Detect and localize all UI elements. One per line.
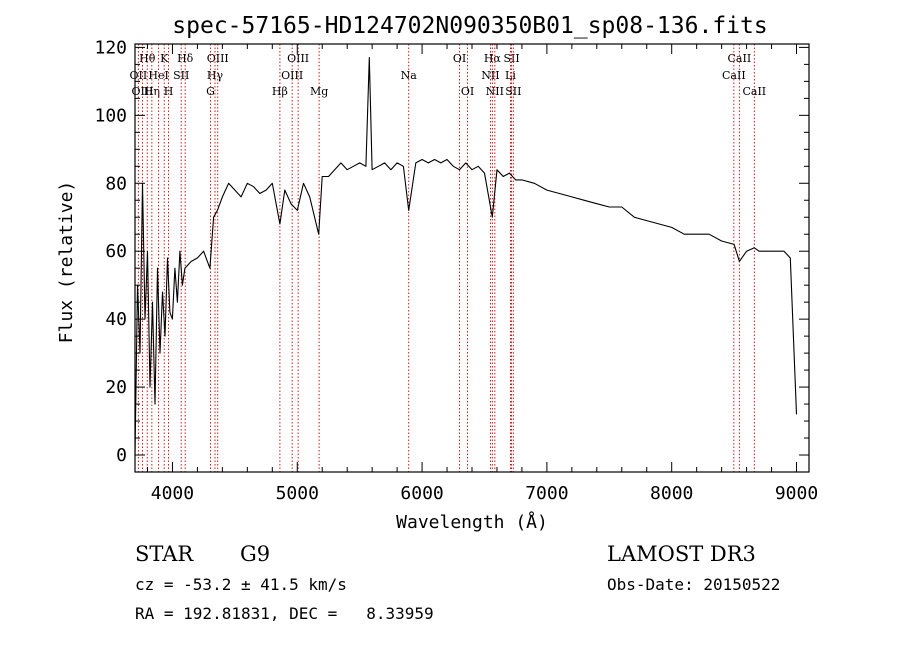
line-marker-label: OIII bbox=[207, 52, 229, 65]
line-marker-label: Hγ bbox=[207, 69, 224, 82]
line-marker-label: Hη bbox=[144, 85, 160, 98]
x-axis-title: Wavelength (Å) bbox=[396, 511, 548, 533]
survey-name: LAMOST DR3 bbox=[607, 542, 756, 566]
line-marker-label: Hδ bbox=[177, 52, 194, 65]
line-marker-label: H bbox=[164, 85, 174, 98]
line-marker-label: Li bbox=[505, 69, 516, 82]
line-marker-label: HeI bbox=[148, 69, 168, 82]
x-tick-label: 5000 bbox=[276, 483, 319, 504]
line-marker-label: Hβ bbox=[272, 85, 288, 98]
x-axis: 4000 5000 6000 7000 8000 9000 bbox=[146, 44, 818, 504]
line-marker-label: OIII bbox=[281, 69, 303, 82]
line-marker-label: OIII bbox=[131, 85, 153, 98]
line-marker-label: SII bbox=[173, 69, 189, 82]
line-marker-label: SII bbox=[503, 52, 519, 65]
line-marker-label: Mg bbox=[310, 85, 328, 98]
line-marker-label: CaII bbox=[728, 52, 752, 65]
obs-date-readout: Obs-Date: 20150522 bbox=[607, 575, 780, 594]
x-tick-label: 7000 bbox=[525, 483, 568, 504]
x-tick-label: 6000 bbox=[400, 483, 443, 504]
y-tick-label: 100 bbox=[94, 105, 127, 126]
line-marker-label: Hθ bbox=[139, 52, 156, 65]
line-marker-label: SII bbox=[505, 85, 521, 98]
redshift-readout: cz = -53.2 ± 41.5 km/s bbox=[135, 575, 347, 594]
line-marker-label: Hα bbox=[484, 52, 502, 65]
line-marker-label: OI bbox=[453, 52, 466, 65]
y-axis: 0 20 40 60 80 100 120 bbox=[94, 37, 809, 466]
line-marker-label: CaII bbox=[742, 85, 766, 98]
object-subclass: G9 bbox=[240, 542, 270, 566]
y-axis-title: Flux (relative) bbox=[56, 181, 77, 344]
line-marker-label: OI bbox=[461, 85, 474, 98]
spectrum-series bbox=[134, 57, 798, 456]
line-marker-label: OIII bbox=[287, 52, 309, 65]
y-tick-label: 60 bbox=[105, 241, 127, 262]
object-class: STAR bbox=[135, 542, 194, 566]
x-tick-label: 9000 bbox=[775, 483, 818, 504]
line-marker-label: CaII bbox=[722, 69, 746, 82]
y-tick-label: 40 bbox=[105, 309, 127, 330]
line-marker-label: Na bbox=[401, 69, 418, 82]
y-tick-label: 0 bbox=[116, 445, 127, 466]
chart-title: spec-57165-HD124702N090350B01_sp08-136.f… bbox=[172, 13, 767, 39]
line-marker-label: G bbox=[206, 85, 215, 98]
coords-readout: RA = 192.81831, DEC = 8.33959 bbox=[135, 604, 434, 623]
x-tick-label: 8000 bbox=[650, 483, 693, 504]
line-marker-label: OII bbox=[130, 69, 148, 82]
plot-frame bbox=[134, 43, 810, 473]
line-marker-label: K bbox=[160, 52, 169, 65]
x-tick-label: 4000 bbox=[151, 483, 194, 504]
info-panel: STAR G9 LAMOST DR3 cz = -53.2 ± 41.5 km/… bbox=[135, 542, 780, 623]
y-tick-label: 80 bbox=[105, 173, 127, 194]
y-tick-label: 20 bbox=[105, 377, 127, 398]
y-tick-label: 120 bbox=[94, 37, 127, 58]
spectrum-line bbox=[134, 57, 798, 456]
line-marker-label: NII bbox=[486, 85, 504, 98]
line-marker-label: NII bbox=[481, 69, 499, 82]
